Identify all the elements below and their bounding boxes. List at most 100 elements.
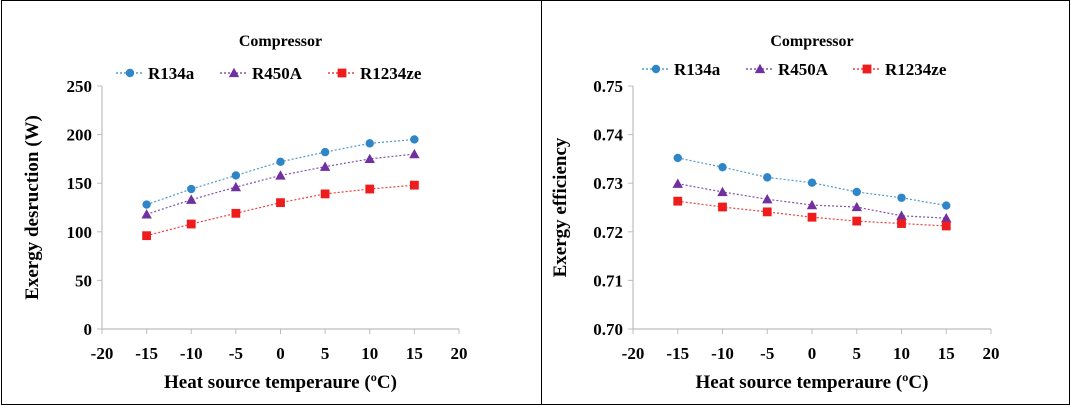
y-tick-label: 0.73	[593, 174, 623, 193]
x-tick-label: 10	[361, 344, 378, 363]
legend-marker-circle	[125, 68, 135, 78]
data-point	[231, 171, 241, 180]
x-axis-title: Heat source temperaure (ºC)	[164, 372, 397, 393]
data-point	[762, 207, 772, 217]
data-point	[896, 210, 907, 220]
x-tick-label: -10	[180, 344, 203, 363]
y-axis-title: Exergy efficiency	[550, 137, 571, 277]
legend-marker-circle	[651, 64, 661, 74]
y-tick-label: 0.71	[593, 271, 623, 290]
data-point	[365, 139, 374, 148]
legend: R134a R450A R1234ze	[116, 64, 422, 83]
data-point	[231, 208, 241, 218]
x-tick-label: -5	[229, 344, 243, 363]
data-point	[942, 201, 951, 210]
x-axis-title: Heat source temperaure (ºC)	[696, 372, 929, 393]
y-tick-label: 250	[67, 77, 93, 96]
y-tick-label: 150	[67, 174, 93, 193]
x-tick-label: -15	[135, 344, 158, 363]
legend: R134a R450A R1234ze	[642, 60, 947, 79]
data-point	[718, 162, 727, 172]
data-point	[941, 221, 951, 231]
series-R134a	[142, 135, 419, 209]
data-point	[897, 219, 906, 228]
legend-label: R450A	[778, 60, 829, 79]
legend-label: R134a	[148, 64, 195, 83]
data-point	[852, 187, 861, 197]
data-point	[319, 161, 331, 171]
x-tick-label: -20	[622, 344, 645, 363]
data-point	[807, 178, 817, 187]
chart-panel-exergy-efficiency: Compressor R134a R450A R1234ze 0.70 0.71 0.72 0…	[541, 0, 1070, 405]
data-point	[673, 153, 682, 163]
legend-marker-square	[862, 64, 872, 74]
data-point	[807, 212, 817, 222]
data-point	[763, 173, 772, 182]
y-tick-label: 0.75	[593, 77, 623, 96]
x-tick-label: 0	[808, 344, 817, 363]
legend-label: R134a	[674, 60, 721, 79]
x-tick-label: -5	[760, 344, 774, 363]
x-tick-label: 10	[893, 344, 910, 363]
data-point	[186, 194, 197, 204]
data-point	[852, 216, 862, 226]
x-tick-label: -10	[711, 344, 734, 363]
series-R450A	[672, 178, 952, 223]
y-tick-label: 0	[84, 320, 93, 339]
series-R1234ze	[142, 180, 419, 241]
x-tick-label: 15	[406, 344, 423, 363]
x-tick-label: 0	[276, 344, 285, 363]
data-point	[409, 180, 419, 190]
data-point	[851, 201, 862, 212]
x-tick-label: 15	[938, 344, 955, 363]
y-tick-label: 50	[75, 271, 92, 290]
y-tick-label: 0.74	[593, 126, 623, 145]
chart-svg: Compressor R134a R450A R1234ze 0.70 0.71 0.72 0…	[550, 33, 1000, 393]
x-tick-label: 5	[321, 344, 330, 363]
x-tick-label: -20	[91, 344, 114, 363]
x-tick-label: 20	[451, 344, 468, 363]
y-tick-label: 200	[67, 126, 93, 145]
x-tick-label: 5	[853, 344, 862, 363]
data-point	[762, 194, 773, 204]
legend-marker-square	[337, 68, 347, 78]
data-point	[187, 184, 196, 194]
data-point	[186, 219, 196, 229]
data-point	[410, 135, 419, 144]
data-point	[142, 231, 152, 241]
data-point	[320, 189, 330, 199]
data-point	[275, 170, 286, 180]
series-R450A	[141, 148, 420, 219]
y-tick-label: 100	[67, 223, 93, 242]
legend-marker-triangle	[754, 63, 766, 74]
y-axis-title: Exergy desruction (W)	[22, 115, 43, 300]
data-point	[141, 209, 152, 219]
data-point	[717, 186, 728, 197]
legend-marker-triangle	[228, 67, 240, 78]
legend-label: R450A	[252, 64, 303, 83]
legend-label: R1234ze	[885, 60, 947, 79]
data-point	[276, 198, 285, 208]
data-point	[276, 157, 285, 167]
chart-panel-exergy-destruction: Compressor R134a R450A R1234ze 0 50 100 150 200 2…	[1, 0, 542, 405]
chart-title: Compressor	[239, 33, 322, 50]
x-tick-label: -15	[666, 344, 689, 363]
data-point	[142, 200, 151, 209]
data-point	[320, 147, 330, 157]
data-point	[673, 196, 683, 206]
x-tick-label: 20	[983, 344, 1000, 363]
series-line	[146, 184, 415, 237]
data-point	[365, 184, 375, 194]
data-point	[409, 148, 420, 159]
data-point	[230, 181, 242, 192]
series-R134a	[673, 153, 951, 210]
data-point	[364, 153, 375, 164]
legend-label: R1234ze	[360, 64, 422, 83]
data-point	[718, 202, 727, 212]
chart-title: Compressor	[770, 33, 853, 50]
y-tick-label: 0.70	[593, 320, 623, 339]
data-point	[897, 193, 906, 202]
data-point	[941, 212, 952, 223]
